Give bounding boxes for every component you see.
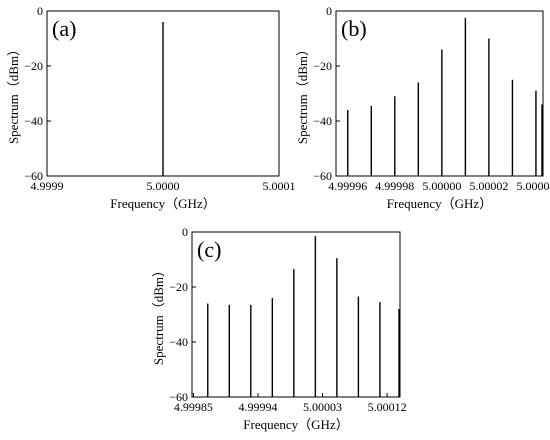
y-tick-label: 0 xyxy=(182,225,188,239)
x-axis-label: Frequency（GHz） xyxy=(243,417,348,432)
panel-label: (a) xyxy=(52,16,76,41)
panel-label: (c) xyxy=(197,237,221,262)
x-tick-label: 5.0001 xyxy=(263,179,296,193)
x-tick-label: 4.99994 xyxy=(238,400,277,414)
y-axis-label: Spectrum（dBm） xyxy=(6,43,21,144)
x-tick-label: 5.00000 xyxy=(422,179,461,193)
panel-b: 0 −20 −40 −604.99996 4.99998 5.00000 5.00002 5.… xyxy=(295,4,550,211)
y-tick-label: −40 xyxy=(313,114,332,128)
x-tick-label: 5.00002 xyxy=(469,179,508,193)
plot-frame xyxy=(191,231,401,398)
y-tick-label: −20 xyxy=(24,59,43,73)
y-tick-label: −40 xyxy=(24,114,43,128)
x-tick-label: 5.00004 xyxy=(516,179,550,193)
y-tick-label: −60 xyxy=(169,390,188,404)
y-tick-label: −60 xyxy=(313,169,332,183)
y-tick-label: −60 xyxy=(24,169,43,183)
y-tick-label: −20 xyxy=(313,59,332,73)
x-tick-label: 4.9999 xyxy=(31,179,64,193)
plot-frame xyxy=(335,10,544,177)
x-tick-label: 4.99985 xyxy=(174,400,213,414)
y-tick-label: 0 xyxy=(37,4,43,18)
panel-a: 0 −20 −40 −604.9999 5.0000 5.0001 (a) Frequency… xyxy=(6,4,296,211)
x-axis-label: Frequency（GHz） xyxy=(387,196,492,211)
x-tick-label: 4.99998 xyxy=(375,179,414,193)
x-axis-label: Frequency（GHz） xyxy=(110,196,215,211)
y-axis-label: Spectrum（dBm） xyxy=(295,43,310,144)
y-tick-label: −20 xyxy=(169,280,188,294)
y-axis-label: Spectrum（dBm） xyxy=(151,264,166,365)
y-tick-label: 0 xyxy=(326,4,332,18)
x-tick-label: 5.0000 xyxy=(147,179,180,193)
x-tick-label: 5.00003 xyxy=(303,400,342,414)
x-tick-label: 5.00012 xyxy=(368,400,407,414)
x-tick-label: 4.99996 xyxy=(328,179,367,193)
panel-c: 0 −20 −40 −604.99985 4.99994 5.00003 5.00012 (c… xyxy=(151,225,407,432)
panel-label: (b) xyxy=(341,16,367,41)
y-tick-label: −40 xyxy=(169,335,188,349)
